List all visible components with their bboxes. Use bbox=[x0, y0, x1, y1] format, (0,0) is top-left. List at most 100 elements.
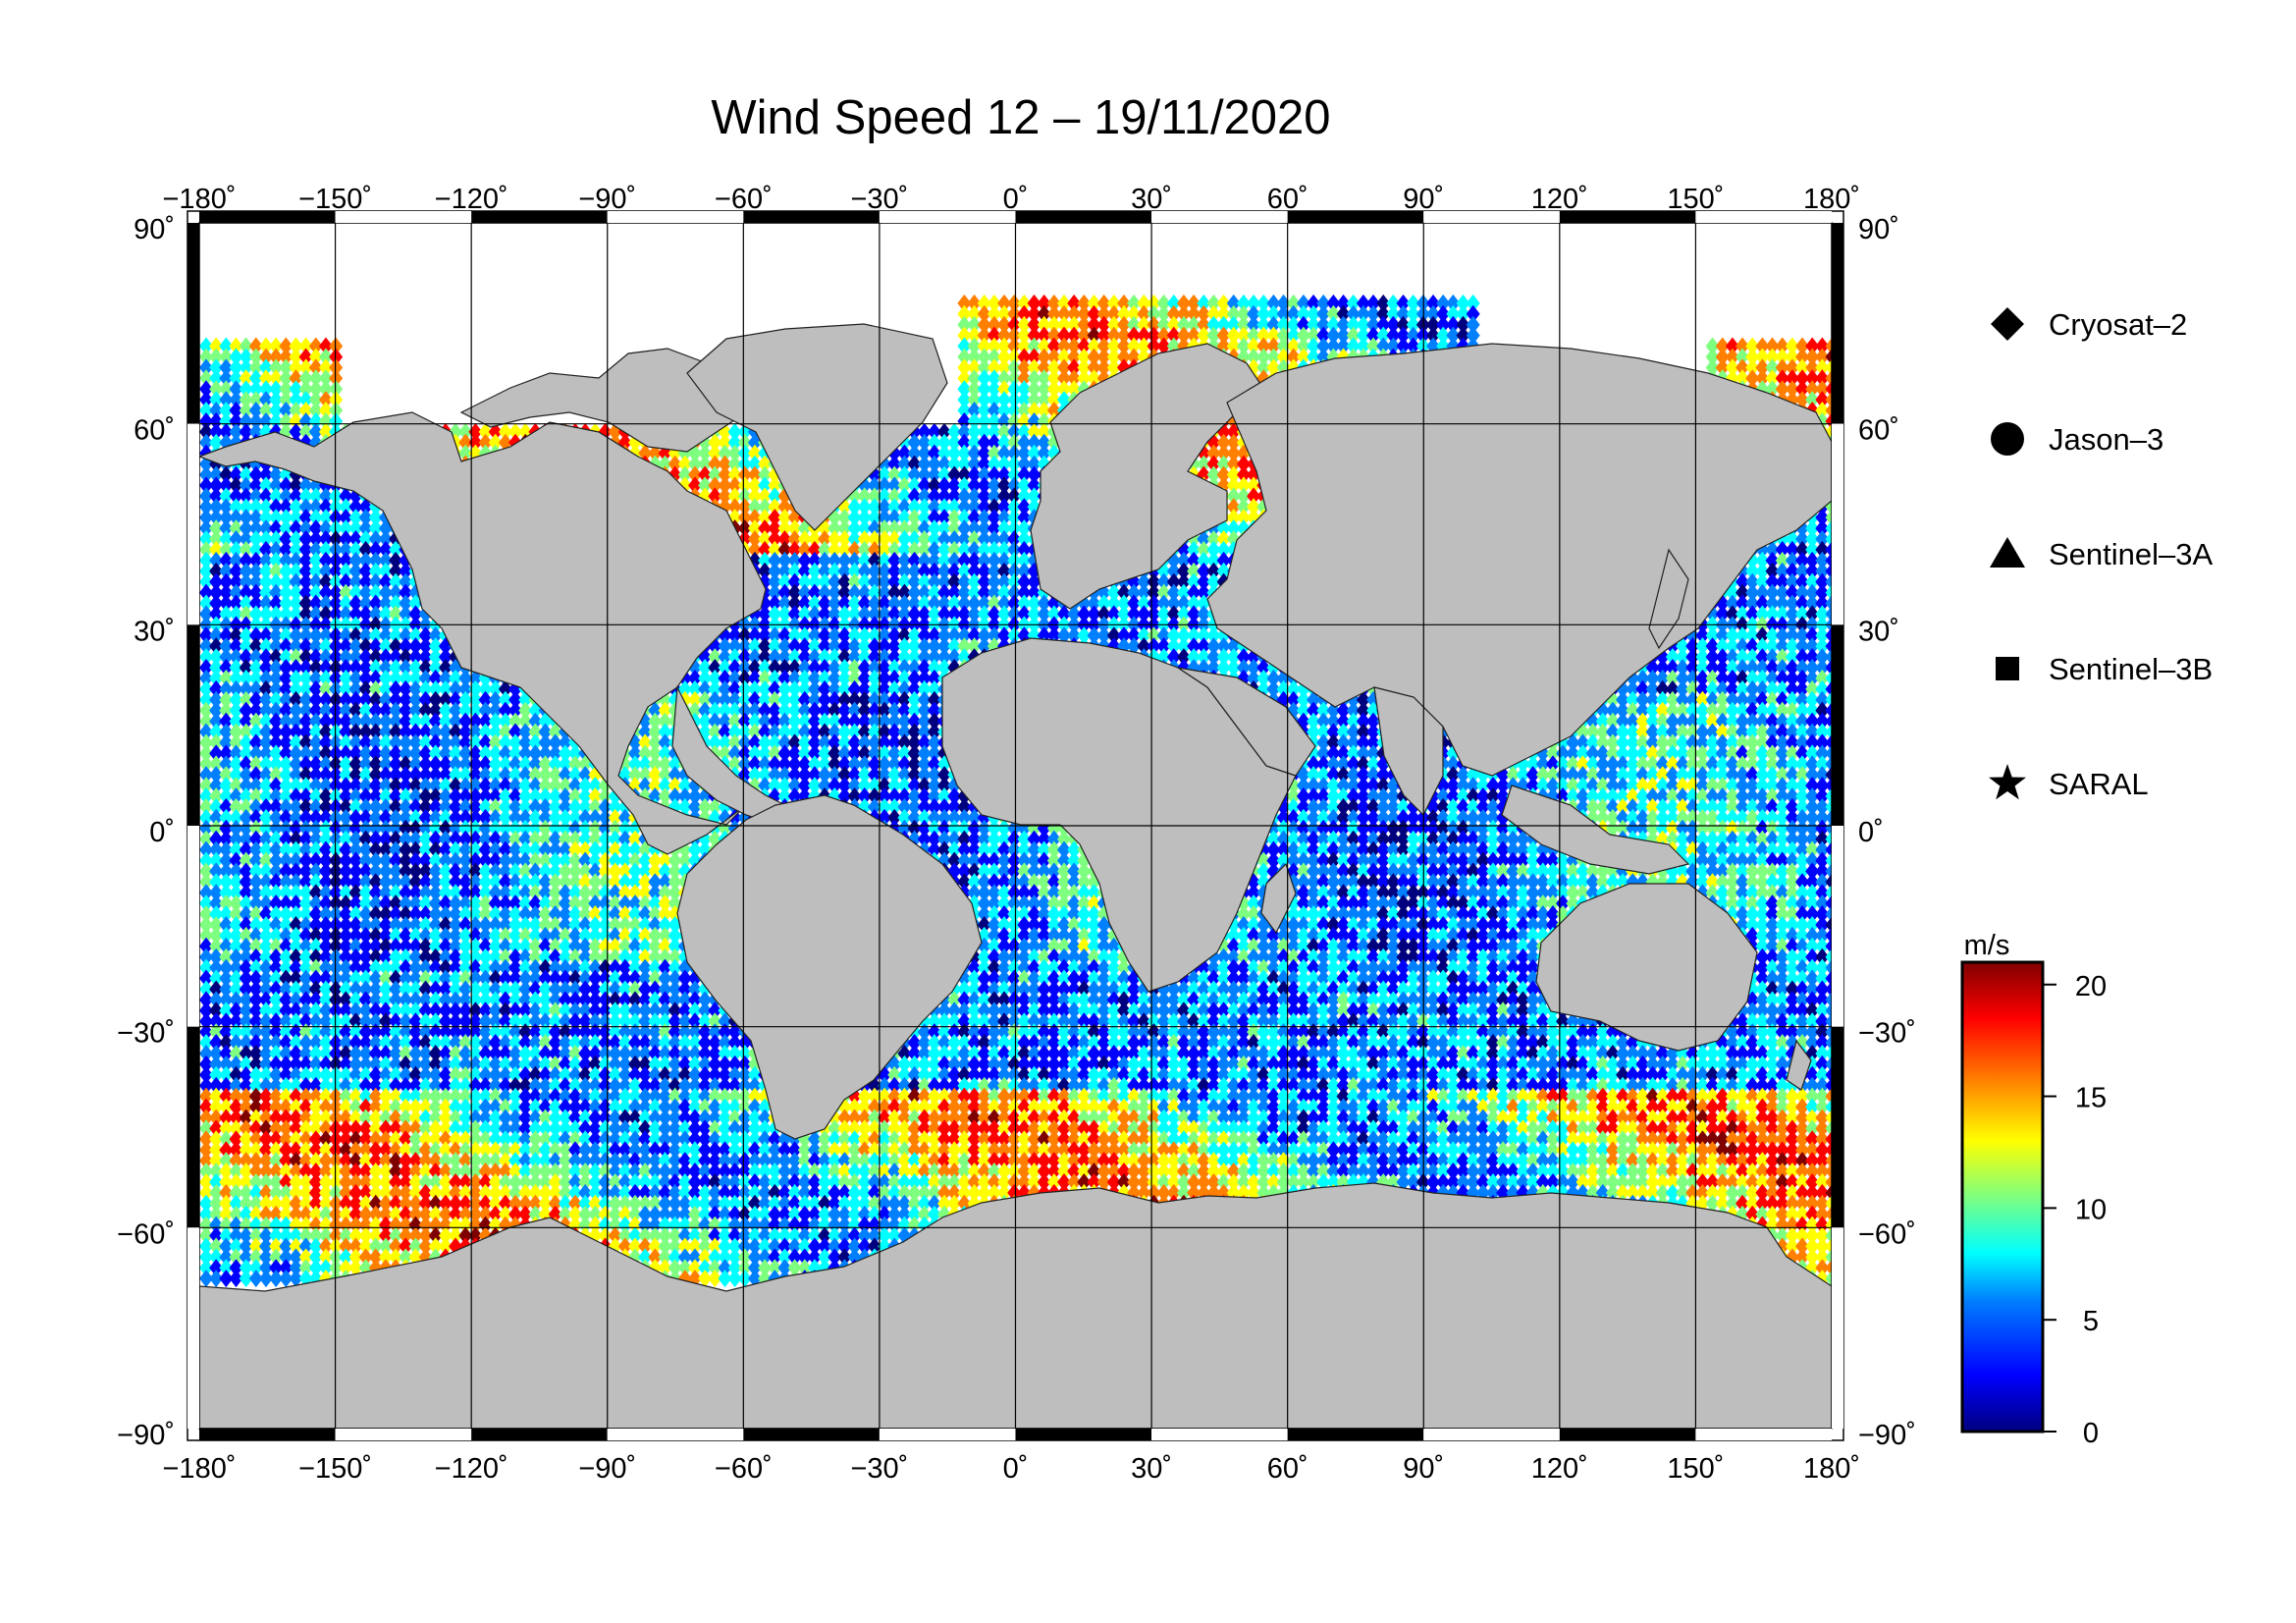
swath-cell bbox=[239, 380, 253, 399]
swath-cell bbox=[1037, 348, 1051, 366]
swath-cell bbox=[957, 358, 972, 377]
swath-cell bbox=[1376, 294, 1391, 312]
swath-cell bbox=[1755, 337, 1770, 355]
swath-cell bbox=[219, 337, 234, 355]
swath-cell bbox=[1406, 294, 1420, 312]
swath-cell bbox=[967, 369, 982, 388]
swath-cell bbox=[308, 348, 323, 366]
swath-cell bbox=[318, 411, 333, 430]
swath-cell bbox=[1247, 315, 1261, 334]
swath-cell bbox=[298, 380, 313, 399]
swath-cell bbox=[1396, 304, 1411, 323]
swath-cell bbox=[1805, 369, 1820, 388]
swath-cell bbox=[1775, 348, 1789, 366]
swath-cell bbox=[997, 326, 1012, 345]
swath-cell bbox=[1027, 326, 1041, 345]
swath-cell bbox=[269, 402, 284, 420]
swath-cell bbox=[219, 391, 234, 409]
swath-cell bbox=[977, 294, 991, 312]
swath-cell bbox=[1187, 315, 1201, 334]
swath-cell bbox=[318, 402, 333, 420]
swath-cell bbox=[1017, 369, 1032, 388]
swath-cell bbox=[1775, 369, 1789, 388]
swath-cell bbox=[1326, 326, 1341, 345]
swath-cell bbox=[1206, 315, 1221, 334]
swath-cell bbox=[1137, 304, 1151, 323]
swath-cell bbox=[1197, 294, 1211, 312]
swath-cell bbox=[248, 402, 263, 420]
swath-cell bbox=[1286, 326, 1301, 345]
swath-cell bbox=[1037, 402, 1051, 420]
swath-cell bbox=[1815, 380, 1830, 399]
swath-cell bbox=[957, 411, 972, 430]
swath-cell bbox=[1176, 294, 1191, 312]
swath-cell bbox=[1795, 358, 1810, 377]
swath-cell bbox=[1046, 315, 1061, 334]
swath-cell bbox=[1376, 337, 1391, 355]
swath-cell bbox=[1046, 391, 1061, 409]
swath-cell bbox=[1077, 326, 1092, 345]
swath-cell bbox=[1426, 315, 1441, 334]
swath-cell bbox=[1446, 304, 1461, 323]
swath-cell bbox=[1077, 358, 1092, 377]
swath-cell bbox=[308, 402, 323, 420]
swath-cell bbox=[1256, 304, 1271, 323]
swath-cell bbox=[1296, 348, 1310, 366]
swath-cell bbox=[308, 380, 323, 399]
swath-cell bbox=[1386, 294, 1401, 312]
swath-cell bbox=[1197, 304, 1211, 323]
swath-cell bbox=[1745, 369, 1760, 388]
swath-cell bbox=[1187, 294, 1201, 312]
swath-cell bbox=[1087, 294, 1101, 312]
swath-cell bbox=[997, 402, 1012, 420]
swath-cell bbox=[1156, 326, 1171, 345]
swath-cell bbox=[1027, 348, 1041, 366]
swath-cell bbox=[1426, 294, 1441, 312]
swath-cell bbox=[1805, 380, 1820, 399]
swath-cell bbox=[1755, 369, 1770, 388]
swath-cell bbox=[957, 369, 972, 388]
swath-cell bbox=[1256, 337, 1271, 355]
swath-cell bbox=[1356, 294, 1370, 312]
swath-cell bbox=[1406, 304, 1420, 323]
swath-cell bbox=[1116, 326, 1131, 345]
swath-cell bbox=[1765, 337, 1780, 355]
swath-cell bbox=[258, 411, 273, 430]
swath-cell bbox=[239, 358, 253, 377]
swath-cell bbox=[997, 348, 1012, 366]
swath-cell bbox=[967, 411, 982, 430]
swath-cell bbox=[1096, 348, 1111, 366]
swath-cell bbox=[1206, 304, 1221, 323]
swath-cell bbox=[269, 411, 284, 430]
swath-cell bbox=[1236, 337, 1251, 355]
swath-cell bbox=[229, 391, 243, 409]
swath-cell bbox=[997, 380, 1012, 399]
swath-cell bbox=[1466, 326, 1480, 345]
swath-cell bbox=[1056, 337, 1071, 355]
swath-cell bbox=[1017, 402, 1032, 420]
swath-cell bbox=[1825, 402, 1832, 419]
swath-cell bbox=[1007, 391, 1022, 409]
swath-cell bbox=[1137, 337, 1151, 355]
swath-cell bbox=[1106, 326, 1121, 345]
swath-cell bbox=[1127, 294, 1142, 312]
swath-cell bbox=[289, 411, 303, 430]
swath-cell bbox=[219, 411, 234, 430]
swath-cell bbox=[1017, 411, 1032, 430]
swath-cell bbox=[1147, 337, 1161, 355]
swath-cell bbox=[269, 380, 284, 399]
swath-cell bbox=[1795, 391, 1810, 409]
swath-cell bbox=[1296, 304, 1310, 323]
swath-cell bbox=[279, 358, 294, 377]
swath-cell bbox=[1426, 326, 1441, 345]
swath-cell bbox=[1785, 358, 1799, 377]
swath-cell bbox=[1077, 304, 1092, 323]
swath-cell bbox=[209, 402, 224, 420]
swath-cell bbox=[1017, 348, 1032, 366]
swath-cell bbox=[1116, 294, 1131, 312]
swath-cell bbox=[308, 391, 323, 409]
swath-cell bbox=[1366, 337, 1381, 355]
swath-cell bbox=[1436, 294, 1451, 312]
swath-cell bbox=[1296, 315, 1310, 334]
swath-cell bbox=[1056, 304, 1071, 323]
